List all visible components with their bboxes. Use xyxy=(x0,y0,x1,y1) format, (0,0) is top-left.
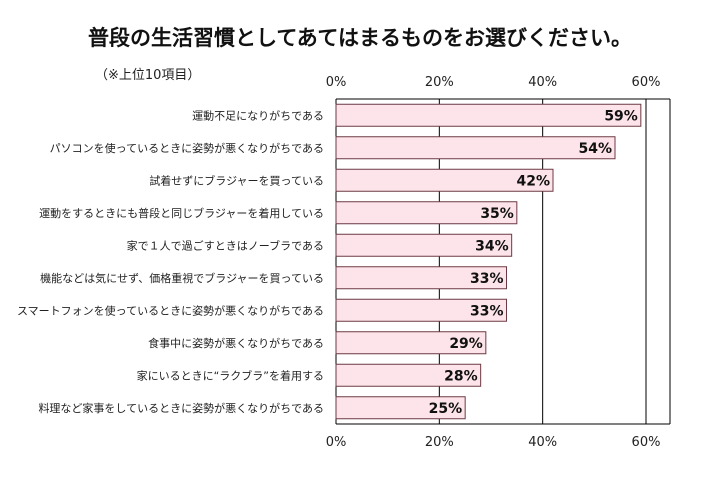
bar xyxy=(335,266,507,290)
data-label: 35% xyxy=(480,206,514,222)
chart-subtitle: （※上位10項目） xyxy=(95,68,201,83)
bar xyxy=(335,136,616,160)
category-label: 家で１人で過ごすときはノーブラである xyxy=(127,238,324,252)
x-tick-label-bottom: 60% xyxy=(632,435,661,450)
x-tick-label-bottom: 40% xyxy=(528,435,557,450)
category-label: 食事中に姿勢が悪くなりがちである xyxy=(148,336,324,350)
bar xyxy=(335,233,513,257)
bar xyxy=(335,363,482,387)
category-label: 運動をするときにも普段と同じブラジャーを着用している xyxy=(39,206,324,220)
data-label: 42% xyxy=(516,173,550,189)
category-label: 試着せずにブラジャーを買っている xyxy=(149,173,324,187)
x-tick-label-top: 0% xyxy=(326,75,347,90)
bar xyxy=(335,201,518,225)
bar xyxy=(335,396,466,420)
x-tick-label-top: 40% xyxy=(528,75,557,90)
bar xyxy=(335,298,507,322)
category-label: 料理など家事をしているときに姿勢が悪くなりがちである xyxy=(38,401,324,415)
chart-title: 普段の生活習慣としてあてはまるものをお選びください。 xyxy=(88,26,632,50)
data-label: 28% xyxy=(444,368,478,384)
data-label: 54% xyxy=(578,141,612,157)
x-tick-label-bottom: 0% xyxy=(326,435,347,450)
x-tick-label-top: 20% xyxy=(425,75,454,90)
bar xyxy=(335,331,487,355)
category-label: パソコンを使っているときに姿勢が悪くなりがちである xyxy=(50,141,324,155)
category-label: スマートフォンを使っているときに姿勢が悪くなりがちである xyxy=(17,303,324,317)
data-label: 33% xyxy=(470,271,504,287)
data-label: 33% xyxy=(470,303,504,319)
x-tick-label-top: 60% xyxy=(632,75,661,90)
data-label: 34% xyxy=(475,238,509,254)
bar xyxy=(335,168,554,192)
x-tick-label-bottom: 20% xyxy=(425,435,454,450)
category-label: 運動不足になりがちである xyxy=(192,108,324,122)
bar xyxy=(335,103,642,127)
data-label: 59% xyxy=(604,108,638,124)
data-label: 25% xyxy=(429,401,463,417)
data-label: 29% xyxy=(449,336,483,352)
category-label: 機能などは気にせず、価格重視でブラジャーを買っている xyxy=(40,271,324,285)
category-label: 家にいるときに“ラクブラ”を着用する xyxy=(137,368,324,382)
